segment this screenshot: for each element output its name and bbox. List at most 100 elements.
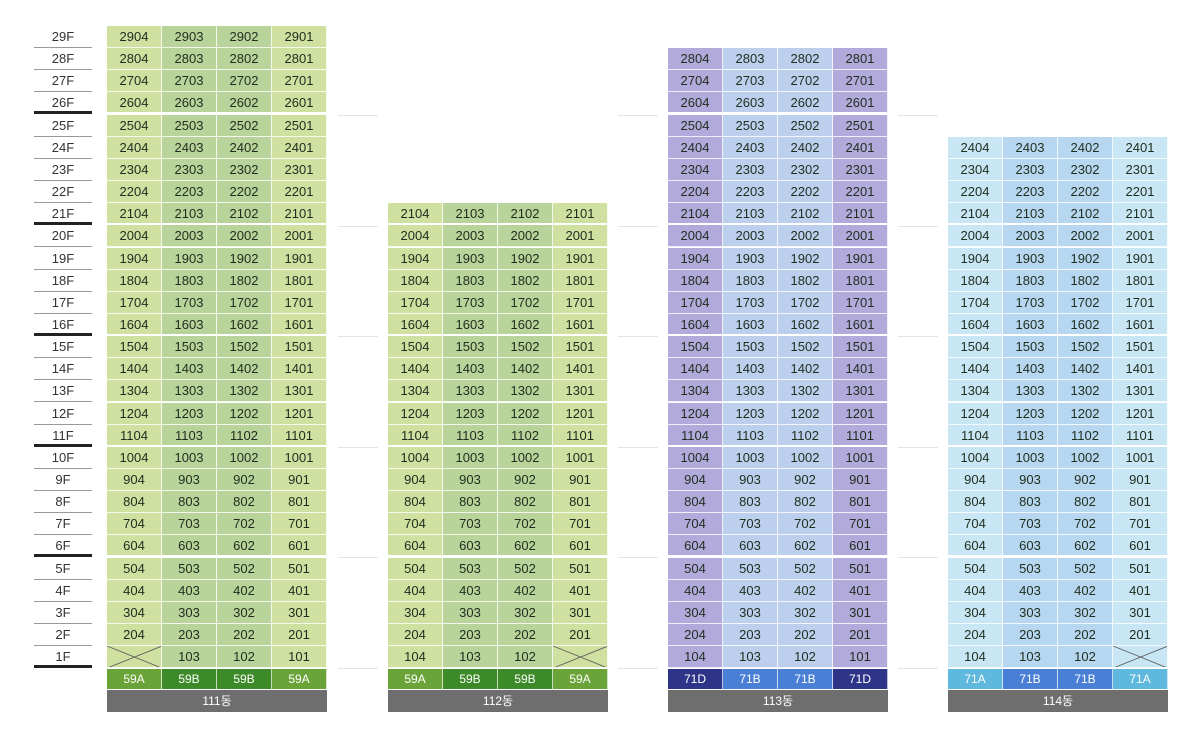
unit-cell[interactable]: 501 [553, 557, 608, 580]
unit-cell[interactable]: 302 [217, 601, 272, 624]
unit-cell[interactable]: 1204 [948, 402, 1003, 425]
unit-cell[interactable]: 303 [723, 601, 778, 624]
unit-cell[interactable]: 1201 [553, 402, 608, 425]
unit-cell[interactable]: 2404 [107, 136, 162, 159]
unit-cell[interactable]: 1504 [668, 336, 723, 359]
unit-cell[interactable]: 802 [778, 491, 833, 514]
unit-cell[interactable]: 302 [778, 601, 833, 624]
unit-cell[interactable]: 2101 [833, 203, 888, 226]
unit-cell[interactable]: 2304 [668, 158, 723, 181]
unit-cell[interactable]: 1303 [723, 380, 778, 403]
unit-cell[interactable]: 1102 [1058, 424, 1113, 447]
unit-cell[interactable]: 503 [1003, 557, 1058, 580]
unit-cell[interactable]: 2101 [1113, 203, 1168, 226]
unit-cell[interactable]: 301 [1113, 601, 1168, 624]
unit-cell[interactable]: 2301 [1113, 158, 1168, 181]
unit-cell[interactable]: 1904 [668, 247, 723, 270]
unit-cell[interactable]: 1003 [443, 446, 498, 469]
unit-cell[interactable]: 1504 [107, 336, 162, 359]
unit-cell[interactable]: 1101 [833, 424, 888, 447]
unit-cell[interactable]: 1501 [553, 336, 608, 359]
unit-cell[interactable]: 2104 [107, 203, 162, 226]
unit-cell[interactable]: 502 [217, 557, 272, 580]
unit-cell[interactable]: 203 [443, 624, 498, 647]
unit-cell[interactable]: 2203 [162, 181, 217, 204]
unit-cell[interactable]: 2304 [107, 158, 162, 181]
unit-cell[interactable]: 2503 [162, 114, 217, 137]
unit-cell[interactable]: 802 [1058, 491, 1113, 514]
unit-cell[interactable]: 2803 [723, 48, 778, 71]
unit-cell[interactable]: 1901 [1113, 247, 1168, 270]
unit-cell[interactable]: 2002 [498, 225, 553, 248]
unit-cell[interactable]: 1001 [833, 446, 888, 469]
unit-cell[interactable]: 2202 [217, 181, 272, 204]
unit-cell[interactable]: 1004 [948, 446, 1003, 469]
unit-cell[interactable]: 2503 [723, 114, 778, 137]
unit-cell[interactable]: 2601 [833, 92, 888, 115]
unit-cell[interactable]: 1003 [1003, 446, 1058, 469]
unit-cell[interactable]: 1803 [1003, 269, 1058, 292]
unit-cell[interactable]: 203 [1003, 624, 1058, 647]
unit-cell[interactable]: 2804 [107, 48, 162, 71]
unit-cell[interactable]: 602 [778, 535, 833, 558]
unit-cell[interactable]: 2103 [1003, 203, 1058, 226]
unit-cell[interactable]: 504 [668, 557, 723, 580]
unit-cell[interactable]: 604 [948, 535, 1003, 558]
unit-cell[interactable]: 1503 [162, 336, 217, 359]
unit-cell[interactable]: 1201 [272, 402, 327, 425]
unit-cell[interactable]: 1804 [107, 269, 162, 292]
unit-cell[interactable]: 1701 [553, 291, 608, 314]
unit-cell[interactable]: 203 [723, 624, 778, 647]
unit-cell[interactable]: 1401 [1113, 358, 1168, 381]
unit-cell[interactable]: 303 [162, 601, 217, 624]
unit-cell[interactable]: 1001 [1113, 446, 1168, 469]
unit-cell[interactable]: 1601 [833, 313, 888, 336]
unit-cell[interactable]: 1404 [668, 358, 723, 381]
unit-cell[interactable]: 401 [833, 579, 888, 602]
unit-cell[interactable]: 2101 [272, 203, 327, 226]
unit-cell[interactable]: 1301 [833, 380, 888, 403]
unit-cell[interactable]: 1001 [272, 446, 327, 469]
unit-cell[interactable]: 1903 [1003, 247, 1058, 270]
unit-cell[interactable]: 1203 [162, 402, 217, 425]
unit-cell[interactable]: 1804 [668, 269, 723, 292]
unit-cell[interactable]: 1801 [553, 269, 608, 292]
unit-cell[interactable]: 2403 [162, 136, 217, 159]
unit-cell[interactable]: 404 [107, 579, 162, 602]
unit-cell[interactable]: 1602 [1058, 313, 1113, 336]
unit-cell[interactable]: 1704 [388, 291, 443, 314]
unit-cell[interactable]: 204 [107, 624, 162, 647]
unit-cell[interactable]: 2003 [1003, 225, 1058, 248]
unit-cell[interactable]: 1804 [948, 269, 1003, 292]
unit-cell[interactable]: 1903 [443, 247, 498, 270]
unit-cell[interactable]: 1504 [388, 336, 443, 359]
unit-cell[interactable]: 2102 [217, 203, 272, 226]
unit-cell[interactable]: 2003 [723, 225, 778, 248]
unit-cell[interactable]: 2302 [778, 158, 833, 181]
unit-cell[interactable]: 1401 [272, 358, 327, 381]
unit-cell[interactable]: 1801 [833, 269, 888, 292]
unit-cell[interactable]: 1002 [498, 446, 553, 469]
unit-cell[interactable]: 1503 [723, 336, 778, 359]
unit-cell[interactable]: 102 [1058, 646, 1113, 669]
unit-cell[interactable]: 703 [162, 513, 217, 536]
unit-cell[interactable]: 2504 [668, 114, 723, 137]
unit-cell[interactable]: 2702 [217, 70, 272, 93]
unit-cell[interactable]: 604 [388, 535, 443, 558]
unit-cell[interactable]: 104 [948, 646, 1003, 669]
unit-cell[interactable]: 1103 [723, 424, 778, 447]
unit-cell[interactable]: 303 [1003, 601, 1058, 624]
unit-cell[interactable]: 2704 [668, 70, 723, 93]
unit-cell[interactable]: 403 [723, 579, 778, 602]
unit-cell[interactable]: 2301 [833, 158, 888, 181]
unit-cell[interactable]: 602 [1058, 535, 1113, 558]
unit-cell[interactable]: 2703 [162, 70, 217, 93]
unit-cell[interactable]: 2801 [272, 48, 327, 71]
unit-cell[interactable]: 501 [272, 557, 327, 580]
unit-cell[interactable]: 101 [833, 646, 888, 669]
unit-cell[interactable]: 1901 [833, 247, 888, 270]
unit-cell[interactable]: 2003 [162, 225, 217, 248]
unit-cell[interactable]: 2603 [723, 92, 778, 115]
unit-cell[interactable]: 2701 [833, 70, 888, 93]
unit-cell[interactable]: 2604 [107, 92, 162, 115]
